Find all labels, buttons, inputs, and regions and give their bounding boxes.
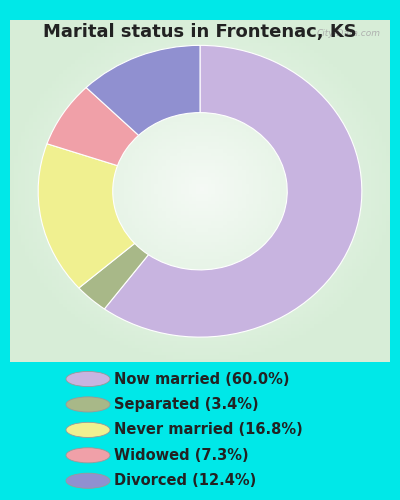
Wedge shape — [38, 144, 135, 288]
Text: Now married (60.0%): Now married (60.0%) — [114, 372, 290, 386]
Text: Never married (16.8%): Never married (16.8%) — [114, 422, 303, 438]
Circle shape — [66, 473, 110, 488]
Text: Marital status in Frontenac, KS: Marital status in Frontenac, KS — [43, 22, 357, 40]
Wedge shape — [79, 244, 148, 309]
Circle shape — [66, 448, 110, 463]
Wedge shape — [86, 46, 200, 136]
Wedge shape — [104, 46, 362, 337]
Wedge shape — [47, 88, 139, 166]
Circle shape — [66, 397, 110, 412]
Text: City-Data.com: City-Data.com — [316, 29, 380, 38]
Circle shape — [66, 372, 110, 386]
Text: Divorced (12.4%): Divorced (12.4%) — [114, 473, 256, 488]
Text: Widowed (7.3%): Widowed (7.3%) — [114, 448, 249, 463]
Text: Separated (3.4%): Separated (3.4%) — [114, 397, 259, 412]
Circle shape — [66, 422, 110, 438]
